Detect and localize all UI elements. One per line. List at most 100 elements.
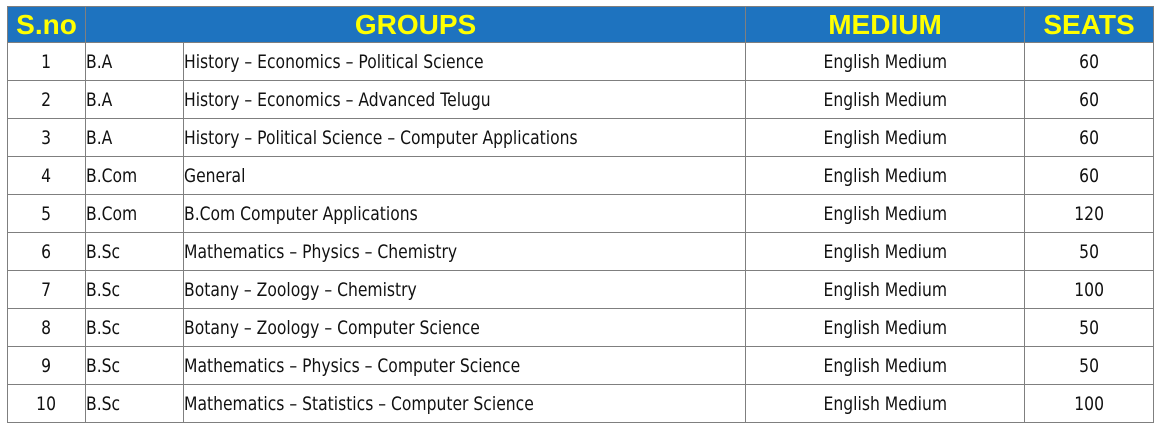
group-cell: Mathematics – Physics – Chemistry [182,232,747,271]
table-row: 8 B.Sc Botany – Zoology – Computer Scien… [7,308,1155,347]
medium-cell: English Medium [745,346,1026,385]
sno-cell: 9 [7,346,86,385]
medium-value: English Medium [823,88,947,111]
seats-value: 100 [1074,392,1104,415]
seats-value: 60 [1079,126,1099,149]
course-value: B.Sc [86,316,121,339]
sno-value: 9 [41,354,52,377]
course-value: B.Sc [86,278,121,301]
group-cell: History – Economics – Political Science [182,42,747,81]
sno-cell: 4 [7,156,86,195]
sno-cell: 7 [7,270,86,309]
table-row: 5 B.Com B.Com Computer Applications Engl… [7,194,1155,233]
sno-value: 2 [41,88,52,111]
header-groups: GROUPS [84,6,747,43]
seats-cell: 120 [1024,194,1155,233]
header-medium: MEDIUM [745,6,1026,43]
sno-cell: 10 [7,384,86,423]
seats-cell: 100 [1024,270,1155,309]
group-value: Mathematics – Statistics – Computer Scie… [184,392,534,415]
group-cell: B.Com Computer Applications [182,194,747,233]
group-value: General [184,164,246,187]
table-row: 6 B.Sc Mathematics – Physics – Chemistry… [7,232,1155,271]
course-value: B.A [86,88,113,111]
sno-value: 4 [41,164,52,187]
group-cell: History – Economics – Advanced Telugu [182,80,747,119]
table-row: 3 B.A History – Political Science – Comp… [7,118,1155,157]
group-cell: Mathematics – Physics – Computer Science [182,346,747,385]
group-value: Mathematics – Physics – Chemistry [184,240,458,263]
seats-value: 60 [1079,88,1099,111]
medium-value: English Medium [823,354,947,377]
course-cell: B.Sc [85,308,184,347]
group-cell: Mathematics – Statistics – Computer Scie… [182,384,747,423]
sno-cell: 1 [7,42,86,81]
medium-cell: English Medium [745,232,1026,271]
header-seats: SEATS [1024,6,1155,43]
sno-cell: 5 [7,194,86,233]
header-sno: S.no [7,6,86,43]
group-value: Botany – Zoology – Chemistry [184,278,417,301]
course-cell: B.Sc [85,346,184,385]
course-value: B.A [86,50,113,73]
course-cell: B.A [85,42,184,81]
seats-value: 60 [1079,164,1099,187]
table-row: 4 B.Com General English Medium 60 [7,156,1155,195]
medium-cell: English Medium [745,270,1026,309]
seats-value: 50 [1079,354,1099,377]
medium-value: English Medium [823,50,947,73]
sno-value: 3 [41,126,52,149]
seats-cell: 100 [1024,384,1155,423]
seats-value: 60 [1079,50,1099,73]
course-cell: B.Com [85,194,184,233]
course-value: B.Sc [86,392,121,415]
course-value: B.Com [86,202,138,225]
group-value: History – Political Science – Computer A… [184,126,578,149]
sno-value: 5 [41,202,52,225]
course-cell: B.Sc [85,384,184,423]
group-value: Botany – Zoology – Computer Science [184,316,480,339]
medium-value: English Medium [823,202,947,225]
seats-cell: 60 [1024,156,1155,195]
group-cell: History – Political Science – Computer A… [182,118,747,157]
table-row: 7 B.Sc Botany – Zoology – Chemistry Engl… [7,270,1155,309]
medium-cell: English Medium [745,308,1026,347]
course-value: B.Sc [86,354,121,377]
course-cell: B.Sc [85,232,184,271]
group-value: History – Economics – Political Science [184,50,484,73]
medium-cell: English Medium [745,384,1026,423]
medium-value: English Medium [823,392,947,415]
group-value: Mathematics – Physics – Computer Science [184,354,521,377]
course-cell: B.Sc [85,270,184,309]
group-cell: Botany – Zoology – Computer Science [182,308,747,347]
sno-value: 10 [36,392,57,415]
course-value: B.Sc [86,240,121,263]
medium-value: English Medium [823,240,947,263]
course-cell: B.Com [85,156,184,195]
seats-cell: 60 [1024,42,1155,81]
table-row: 1 B.A History – Economics – Political Sc… [7,42,1155,81]
sno-cell: 8 [7,308,86,347]
seats-cell: 60 [1024,80,1155,119]
medium-value: English Medium [823,278,947,301]
sno-value: 6 [41,240,52,263]
sno-cell: 2 [7,80,86,119]
medium-cell: English Medium [745,80,1026,119]
header-row: S.no GROUPS MEDIUM SEATS [7,6,1155,43]
table-row: 10 B.Sc Mathematics – Statistics – Compu… [7,384,1155,423]
sno-value: 8 [41,316,52,339]
sno-value: 1 [41,50,52,73]
sno-value: 7 [41,278,52,301]
medium-value: English Medium [823,316,947,339]
group-cell: General [182,156,747,195]
medium-cell: English Medium [745,194,1026,233]
seats-value: 120 [1074,202,1104,225]
group-value: History – Economics – Advanced Telugu [184,88,491,111]
seats-cell: 50 [1024,346,1155,385]
course-value: B.A [86,126,113,149]
seats-cell: 50 [1024,232,1155,271]
seats-cell: 60 [1024,118,1155,157]
course-value: B.Com [86,164,138,187]
sno-cell: 6 [7,232,86,271]
